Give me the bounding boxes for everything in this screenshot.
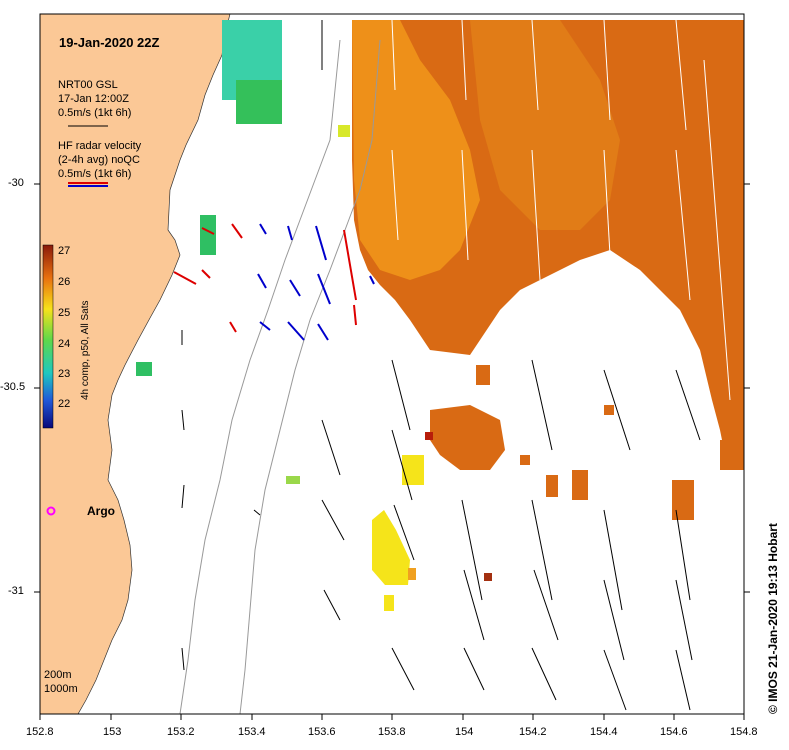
colorbar	[42, 244, 54, 429]
x-tick-label: 153.2	[167, 726, 195, 738]
model-legend-line3: 0.5m/s (1kt 6h)	[58, 107, 132, 119]
contour-legend-1000m: 1000m	[44, 683, 78, 695]
x-tick-label: 153	[103, 726, 122, 738]
map-title: 19-Jan-2020 22Z	[59, 35, 160, 50]
colorbar-tick: 27	[58, 245, 71, 257]
colorbar-tick: 26	[58, 276, 71, 288]
x-tick-label: 152.8	[26, 726, 54, 738]
x-tick-label: 154.2	[519, 726, 547, 738]
sst-yellow-patches	[372, 455, 424, 611]
colorbar-tick: 25	[58, 307, 71, 319]
x-tick-label: 153.6	[308, 726, 336, 738]
radar-legend-line3: 0.5m/s (1kt 6h)	[58, 168, 132, 180]
argo-label: Argo	[87, 504, 115, 518]
colorbar-label: 4h comp, p50, All Sats	[80, 300, 91, 400]
contour-legend-200m: 200m	[44, 669, 72, 681]
sst-warm-patch	[352, 20, 744, 581]
contour-1000m	[239, 39, 381, 715]
radar-current-arrows	[173, 223, 375, 341]
plot-area	[34, 13, 750, 720]
colorbar-tick: 24	[58, 338, 71, 350]
colorbar-tick: 23	[58, 368, 71, 380]
radar-legend-line2: (2-4h avg) noQC	[58, 154, 140, 166]
x-tick-label: 154.4	[590, 726, 618, 738]
model-legend-line2: 17-Jan 12:00Z	[58, 93, 129, 105]
x-tick-label: 154.8	[730, 726, 758, 738]
argo-marker	[46, 506, 56, 516]
y-tick-label: -31	[8, 585, 24, 597]
x-tick-label: 154	[455, 726, 474, 738]
x-tick-label: 153.8	[378, 726, 406, 738]
colorbar-tick: 22	[58, 398, 71, 410]
radar-legend-line1: HF radar velocity	[58, 140, 142, 152]
y-tick-label: -30	[8, 177, 24, 189]
sst-cool-patches	[136, 20, 350, 484]
model-legend-line1: NRT00 GSL	[58, 79, 118, 91]
x-tick-label: 154.6	[660, 726, 688, 738]
credit-text: © IMOS 21-Jan-2020 19:13 Hobart	[766, 523, 780, 714]
contour-200m	[179, 39, 341, 715]
model-current-arrows	[181, 19, 731, 711]
coastline-land	[39, 13, 231, 715]
x-tick-label: 153.4	[238, 726, 266, 738]
y-tick-label: -30.5	[0, 381, 26, 393]
